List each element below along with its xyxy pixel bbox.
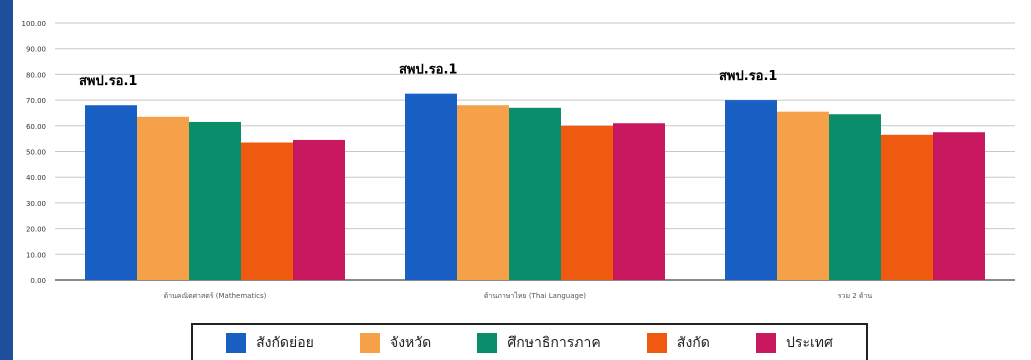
legend-item: สังกัดย่อย [226, 332, 314, 354]
legend-swatch [756, 332, 777, 353]
legend-swatch [477, 332, 498, 353]
bar-annotation: สพป.รอ.1 [399, 63, 457, 78]
bar [405, 93, 457, 280]
bar [561, 125, 613, 280]
bar [189, 121, 241, 280]
bar-annotation: สพป.รอ.1 [79, 74, 137, 89]
chart-frame: 0.00 10.00 20.00 30.00 40.00 50.00 60.00 70.00 8… [13, 0, 1031, 360]
legend-swatch [360, 332, 381, 353]
x-tick-label: ด้านภาษาไทย (Thai Language) [484, 291, 586, 300]
y-tick-label: 0.00 [30, 277, 46, 285]
y-tick-label: 70.00 [26, 97, 46, 105]
legend-label: สังกัด [676, 334, 710, 351]
bar-annotation: สพป.รอ.1 [719, 69, 777, 84]
y-tick-label: 40.00 [26, 174, 46, 182]
bar [829, 114, 881, 280]
bar [881, 134, 933, 280]
bar [85, 105, 137, 281]
legend-label: สังกัดย่อย [256, 334, 314, 351]
y-tick-label: 20.00 [26, 226, 46, 234]
bar [777, 111, 829, 280]
y-tick-label: 10.00 [26, 251, 46, 259]
y-tick-label: 100.00 [22, 20, 47, 28]
legend-label: ศึกษาธิการภาค [507, 334, 601, 351]
bar [613, 123, 665, 280]
bar [509, 107, 561, 280]
chart-legend: สังกัดย่อย จังหวัด ศึกษาธิการภาค สังกัด ประเ… [191, 323, 868, 360]
x-tick-label: รวม 2 ด้าน [838, 292, 873, 300]
y-tick-label: 80.00 [26, 71, 46, 79]
bar [933, 132, 985, 280]
bar [457, 105, 509, 281]
y-tick-label: 50.00 [26, 149, 46, 157]
legend-item: จังหวัด [360, 332, 431, 354]
legend-item: ประเทศ [756, 332, 833, 354]
legend-swatch [646, 332, 667, 353]
bar [725, 100, 777, 280]
legend-label: ประเทศ [786, 334, 833, 351]
legend-label: จังหวัด [390, 334, 432, 351]
bar [241, 142, 293, 280]
y-tick-label: 90.00 [26, 46, 46, 54]
y-tick-label: 30.00 [26, 200, 46, 208]
legend-swatch [226, 332, 247, 353]
y-tick-label: 60.00 [26, 123, 46, 131]
bar-chart: 0.00 10.00 20.00 30.00 40.00 50.00 60.00 70.00 8… [22, 20, 1015, 300]
bar [137, 116, 189, 281]
x-tick-label: ด้านคณิตศาสตร์ (Mathematics) [164, 292, 267, 300]
bar [293, 139, 345, 280]
legend-item: สังกัด [646, 332, 710, 354]
legend-item: ศึกษาธิการภาค [477, 332, 601, 354]
